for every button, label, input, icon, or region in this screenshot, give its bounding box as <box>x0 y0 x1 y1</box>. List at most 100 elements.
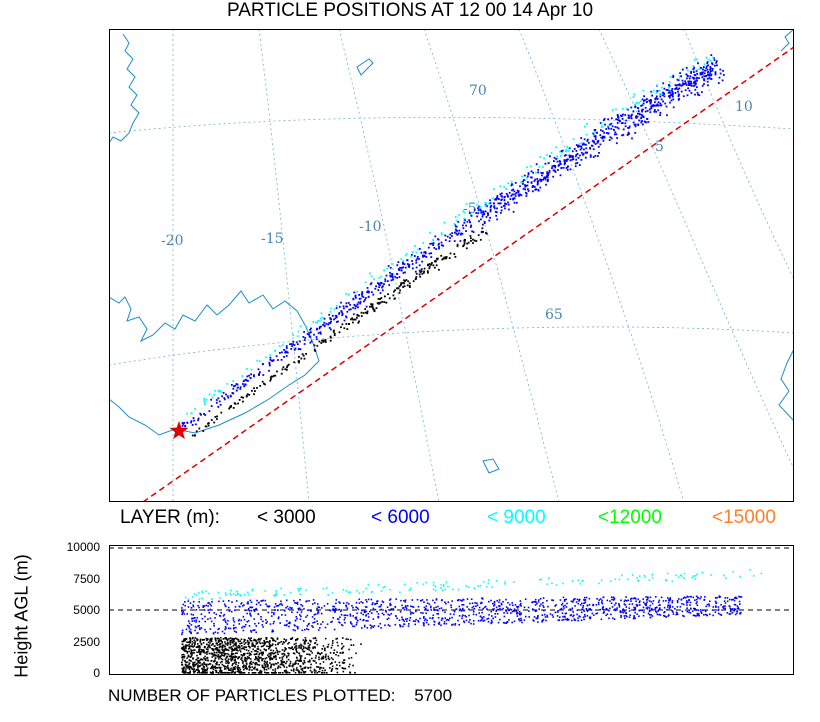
particle-dot <box>544 176 547 179</box>
height-particle-dot <box>281 604 283 606</box>
height-particle-dot <box>332 605 334 608</box>
height-particle-dot <box>385 611 387 613</box>
height-particle-dot <box>481 611 483 614</box>
particle-dot <box>423 251 426 254</box>
height-particle-dot <box>709 613 711 616</box>
height-particle-dot <box>317 610 319 612</box>
particle-dot <box>300 357 303 360</box>
height-particle-dot <box>322 661 325 663</box>
height-particle-dot <box>665 600 667 602</box>
height-particle-dot <box>293 668 295 670</box>
particle-dot <box>513 201 516 204</box>
particle-dot <box>655 92 658 94</box>
particle-dot <box>205 398 208 401</box>
height-particle-dot <box>578 598 581 601</box>
height-particle-dot <box>463 609 465 612</box>
particle-dot <box>391 274 394 277</box>
height-particle-dot <box>345 604 347 606</box>
particle-dot <box>580 147 583 150</box>
particle-dot <box>323 321 326 324</box>
particle-dot <box>697 62 699 65</box>
particle-dot <box>525 184 528 187</box>
height-particle-dot <box>186 661 189 663</box>
particle-dot <box>537 182 539 184</box>
particle-dot <box>261 363 264 366</box>
height-particle-dot <box>676 599 679 602</box>
particle-dot <box>546 171 549 173</box>
particle-dot <box>278 345 281 347</box>
height-particle-dot <box>315 662 317 664</box>
particle-dot <box>336 304 338 307</box>
height-particle-dot <box>680 598 683 601</box>
particle-dot <box>706 61 709 63</box>
height-particle-dot <box>327 655 330 658</box>
height-particle-dot <box>205 664 207 666</box>
height-particle-dot <box>546 614 548 617</box>
particle-dot <box>560 166 563 169</box>
particle-dot <box>276 370 278 373</box>
height-particle-dot <box>308 600 310 602</box>
height-particle-dot <box>566 602 568 605</box>
height-particle-dot <box>637 579 640 582</box>
height-particle-dot <box>425 581 427 584</box>
particle-dot <box>703 79 705 82</box>
height-particle-dot <box>251 589 253 592</box>
particle-dot <box>359 297 362 300</box>
particle-dot <box>687 75 689 78</box>
height-particle-dot <box>541 614 544 616</box>
particle-dot <box>614 126 617 128</box>
height-particle-dot <box>213 654 216 656</box>
height-particle-dot <box>199 648 201 650</box>
height-particle-dot <box>319 653 322 656</box>
particle-dot <box>324 339 327 341</box>
height-particle-dot <box>516 607 519 609</box>
height-particle-dot <box>286 605 289 608</box>
height-particle-dot <box>599 608 602 611</box>
particle-dot <box>428 252 431 255</box>
height-particle-dot <box>312 599 315 601</box>
particle-dot <box>569 168 572 171</box>
particle-dot <box>415 251 418 254</box>
height-particle-dot <box>272 643 274 645</box>
height-particle-dot <box>726 612 729 614</box>
particle-dot <box>621 118 624 120</box>
height-particle-dot <box>717 608 720 611</box>
particle-dot <box>425 256 428 258</box>
height-particle-dot <box>238 646 241 649</box>
particle-dot <box>217 406 220 408</box>
particle-dot <box>366 312 369 315</box>
height-particle-dot <box>297 626 299 628</box>
height-particle-dot <box>313 618 316 620</box>
height-particle-dot <box>226 638 228 640</box>
particle-dot <box>356 313 359 316</box>
height-particle-dot <box>596 598 598 600</box>
particle-dot <box>566 169 569 171</box>
height-particle-dot <box>203 662 205 664</box>
particle-dot <box>520 194 523 197</box>
particle-dot <box>229 394 232 397</box>
height-particle-dot <box>298 647 300 649</box>
height-particle-dot <box>589 608 591 610</box>
height-particle-dot <box>631 603 634 605</box>
height-particle-dot <box>182 648 184 651</box>
particle-dot <box>434 235 437 238</box>
height-particle-dot <box>248 668 251 671</box>
height-particle-dot <box>347 638 349 641</box>
height-particle-dot <box>505 622 508 624</box>
height-particle-dot <box>227 606 230 609</box>
particle-dot <box>190 412 193 415</box>
height-particle-dot <box>296 667 298 669</box>
height-particle-dot <box>595 613 597 615</box>
height-particle-dot <box>190 613 193 616</box>
height-particle-dot <box>218 649 221 651</box>
height-particle-dot <box>504 582 506 585</box>
height-particle-dot <box>296 601 299 604</box>
height-particle-dot <box>669 605 671 607</box>
particle-dot <box>711 68 714 70</box>
particle-dot <box>694 80 696 83</box>
particle-dot <box>631 113 633 116</box>
particle-dot <box>650 101 652 104</box>
height-particle-dot <box>309 654 311 656</box>
particle-dot <box>215 399 218 401</box>
height-particle-dot <box>296 638 299 640</box>
